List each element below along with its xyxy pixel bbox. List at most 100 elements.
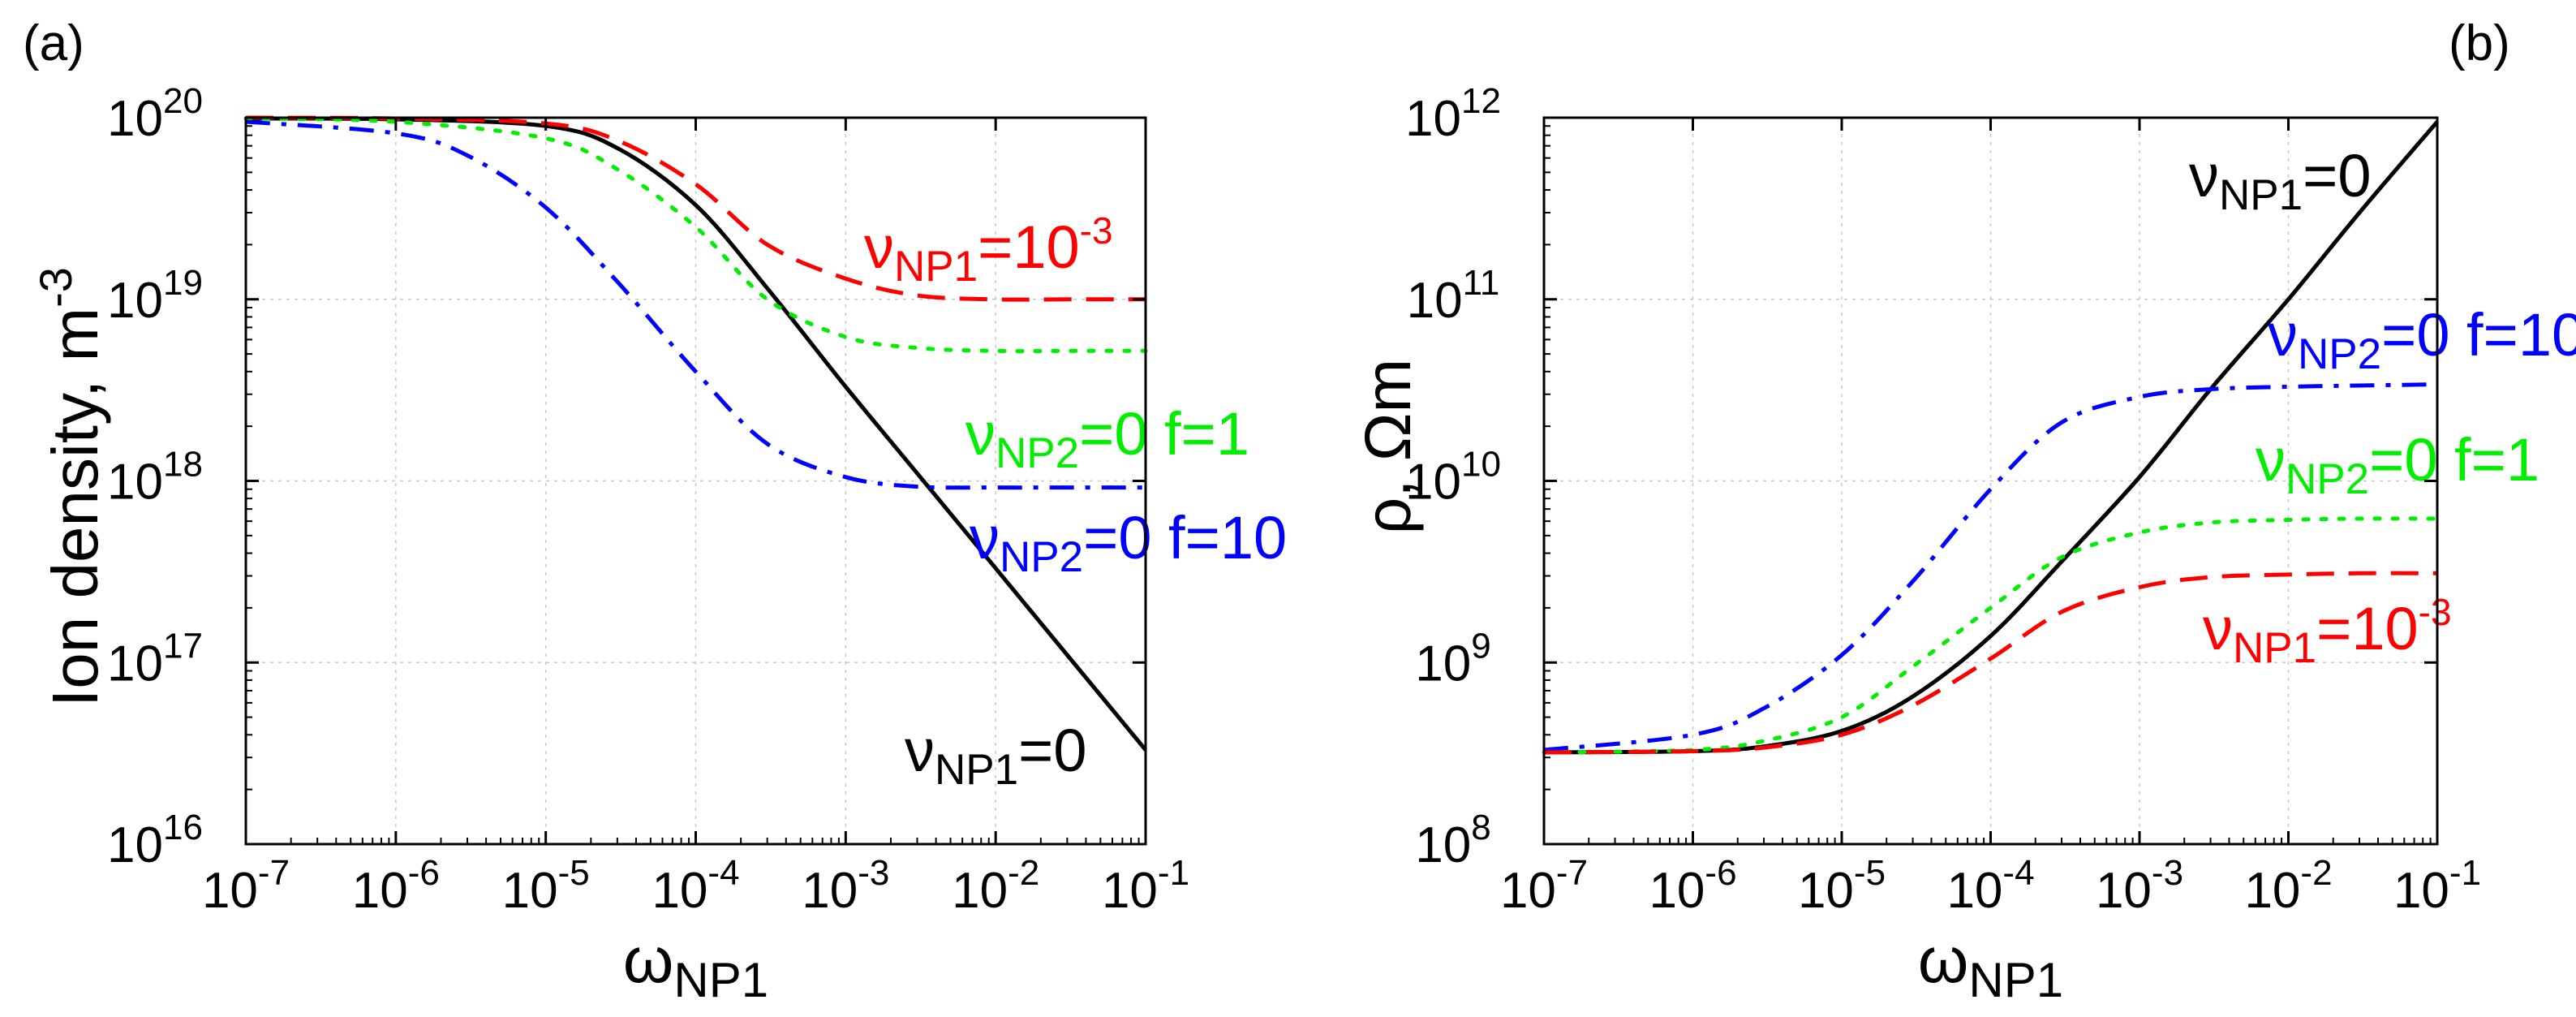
x-tick-label: 10-4 [1946, 853, 2034, 919]
x-axis-label: ωNP1 [1918, 924, 2063, 1007]
series-label-subscript: NP2 [2298, 330, 2381, 378]
tick-base: 10 [107, 636, 163, 692]
series-label-value: =0 [2303, 142, 2371, 209]
series-label-2: νNP2=0 f=10 [2268, 301, 2576, 378]
tick-exponent: -7 [258, 853, 290, 893]
tick-base: 10 [1798, 863, 1854, 919]
tick-exponent: 9 [1471, 626, 1490, 666]
panel-b-label: (b) [2449, 15, 2510, 71]
y-tick-label: 1020 [107, 81, 203, 147]
tick-base: 10 [1946, 863, 2002, 919]
tick-exponent: 11 [1463, 263, 1500, 303]
series-label-1: νNP1=0 [905, 717, 1086, 794]
axis-label-symbol: ω [1918, 924, 1968, 996]
series-line-2 [245, 115, 1146, 302]
tick-exponent: -6 [1705, 853, 1736, 893]
x-axis-label: ωNP1 [623, 924, 768, 1007]
x-tick-label: 10-6 [352, 853, 440, 919]
y-tick-label: 1019 [107, 263, 203, 329]
tick-base: 10 [1649, 863, 1705, 919]
tick-base: 10 [107, 817, 163, 873]
axis-label-text: ρ, Ωm [1352, 359, 1424, 534]
x-tick-label: 10-1 [2393, 853, 2481, 919]
tick-base: 10 [2393, 863, 2449, 919]
series-label-symbol: ν [965, 400, 996, 468]
tick-base: 10 [107, 273, 163, 329]
tick-exponent: -1 [1158, 853, 1189, 893]
tick-exponent: -5 [558, 853, 590, 893]
y-tick-label: 1016 [107, 808, 203, 873]
x-tick-label: 10-2 [952, 853, 1039, 919]
series-label-value: =0 f=10 [1083, 504, 1287, 571]
y-tick-label: 1018 [107, 445, 203, 511]
tick-exponent: -2 [1008, 853, 1039, 893]
x-tick-label: 10-4 [652, 853, 739, 919]
panel-a-label: (a) [23, 15, 84, 71]
tick-base: 10 [1500, 863, 1556, 919]
tick-base: 10 [652, 863, 707, 919]
series-line-4 [1543, 571, 2438, 755]
series-label-symbol: ν [2189, 142, 2219, 209]
series-label-subscript: NP2 [1000, 533, 1083, 581]
y-tick-label: 1010 [1405, 445, 1501, 511]
series-label-value: =0 f=10 [2381, 301, 2576, 368]
x-tick-label: 10-7 [1500, 853, 1588, 919]
tick-exponent: 18 [163, 445, 203, 485]
series-label-symbol: ν [970, 504, 1000, 571]
series-line-1 [1543, 120, 2439, 755]
tick-exponent: 12 [1461, 81, 1501, 121]
series-line-3 [243, 116, 1148, 354]
tick-exponent: 16 [163, 808, 203, 847]
series-label-subscript: NP2 [2286, 455, 2369, 503]
axis-label-text: Ion density, m [39, 308, 111, 707]
tick-exponent: -3 [858, 853, 889, 893]
tick-exponent: 19 [163, 263, 203, 303]
tick-base: 10 [952, 863, 1008, 919]
series-label-4: νNP2=0 f=10 [970, 504, 1287, 581]
tick-base: 10 [1405, 91, 1461, 147]
series-label-symbol: ν [2203, 595, 2233, 662]
y-axis-label: Ion density, m-3 [30, 267, 111, 707]
tick-base: 10 [107, 455, 163, 511]
axis-label-symbol: ω [623, 924, 673, 996]
series-label-value: =10 [978, 213, 1080, 281]
tick-exponent: 17 [163, 626, 203, 666]
x-tick-label: 10-5 [502, 853, 590, 919]
x-tick-label: 10-3 [802, 853, 889, 919]
tick-base: 10 [107, 91, 163, 147]
axis-label-superscript: -3 [30, 267, 81, 308]
series-label-symbol: ν [2256, 426, 2286, 493]
x-tick-label: 10-1 [1102, 853, 1189, 919]
tick-exponent: -5 [1854, 853, 1886, 893]
series-line-3 [1542, 516, 2440, 755]
tick-exponent: -6 [408, 853, 440, 893]
tick-base: 10 [202, 863, 258, 919]
series-label-superscript: -3 [2419, 591, 2452, 633]
series-label-symbol: ν [864, 213, 894, 281]
y-tick-label: 109 [1415, 626, 1490, 692]
tick-base: 10 [2096, 863, 2152, 919]
series-label-symbol: ν [2268, 301, 2298, 368]
series-label-1: νNP1=0 [2189, 142, 2371, 219]
tick-exponent: -1 [2449, 853, 2481, 893]
series-label-superscript: -3 [1080, 209, 1113, 252]
series-label-subscript: NP1 [894, 243, 978, 291]
x-tick-label: 10-2 [2244, 853, 2332, 919]
tick-base: 10 [352, 863, 408, 919]
series-label-value: =0 f=1 [1079, 400, 1249, 468]
tick-exponent: -4 [2002, 853, 2034, 893]
series-label-subscript: NP1 [2233, 624, 2316, 672]
x-tick-label: 10-6 [1649, 853, 1736, 919]
tick-exponent: 10 [1461, 445, 1501, 485]
y-axis-label: ρ, Ωm [1352, 359, 1424, 534]
tick-base: 10 [1415, 817, 1471, 873]
tick-exponent: -7 [1556, 853, 1588, 893]
axis-label-subscript: NP1 [1968, 953, 2063, 1007]
series-label-3: νNP2=0 f=1 [965, 400, 1249, 477]
y-tick-label: 1011 [1407, 263, 1500, 329]
x-tick-label: 10-5 [1798, 853, 1886, 919]
y-tick-label: 1012 [1405, 81, 1501, 147]
